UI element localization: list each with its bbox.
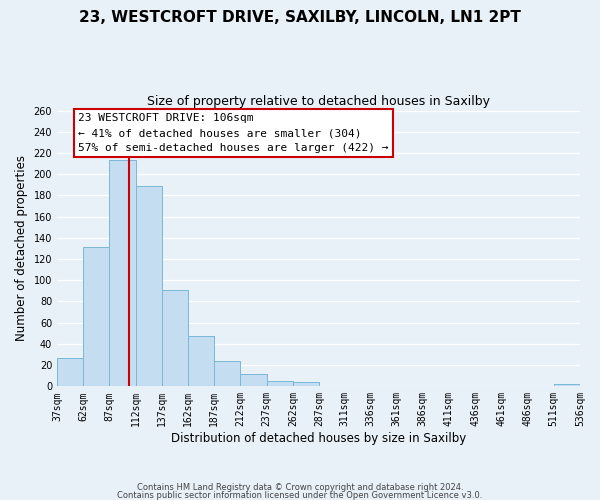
Bar <box>136 186 162 386</box>
Bar <box>83 248 109 386</box>
Y-axis label: Number of detached properties: Number of detached properties <box>15 156 28 342</box>
X-axis label: Distribution of detached houses by size in Saxilby: Distribution of detached houses by size … <box>171 432 466 445</box>
Text: Contains public sector information licensed under the Open Government Licence v3: Contains public sector information licen… <box>118 490 482 500</box>
Text: 23 WESTCROFT DRIVE: 106sqm
← 41% of detached houses are smaller (304)
57% of sem: 23 WESTCROFT DRIVE: 106sqm ← 41% of deta… <box>78 114 388 153</box>
Text: Contains HM Land Registry data © Crown copyright and database right 2024.: Contains HM Land Registry data © Crown c… <box>137 483 463 492</box>
Bar <box>162 290 188 386</box>
Bar <box>57 358 83 386</box>
Bar <box>214 361 241 386</box>
Bar <box>554 384 580 386</box>
Title: Size of property relative to detached houses in Saxilby: Size of property relative to detached ho… <box>147 95 490 108</box>
Text: 23, WESTCROFT DRIVE, SAXILBY, LINCOLN, LN1 2PT: 23, WESTCROFT DRIVE, SAXILBY, LINCOLN, L… <box>79 10 521 25</box>
Bar <box>293 382 319 386</box>
Bar <box>266 381 293 386</box>
Bar <box>188 336 214 386</box>
Bar <box>241 374 266 386</box>
Bar <box>109 160 136 386</box>
